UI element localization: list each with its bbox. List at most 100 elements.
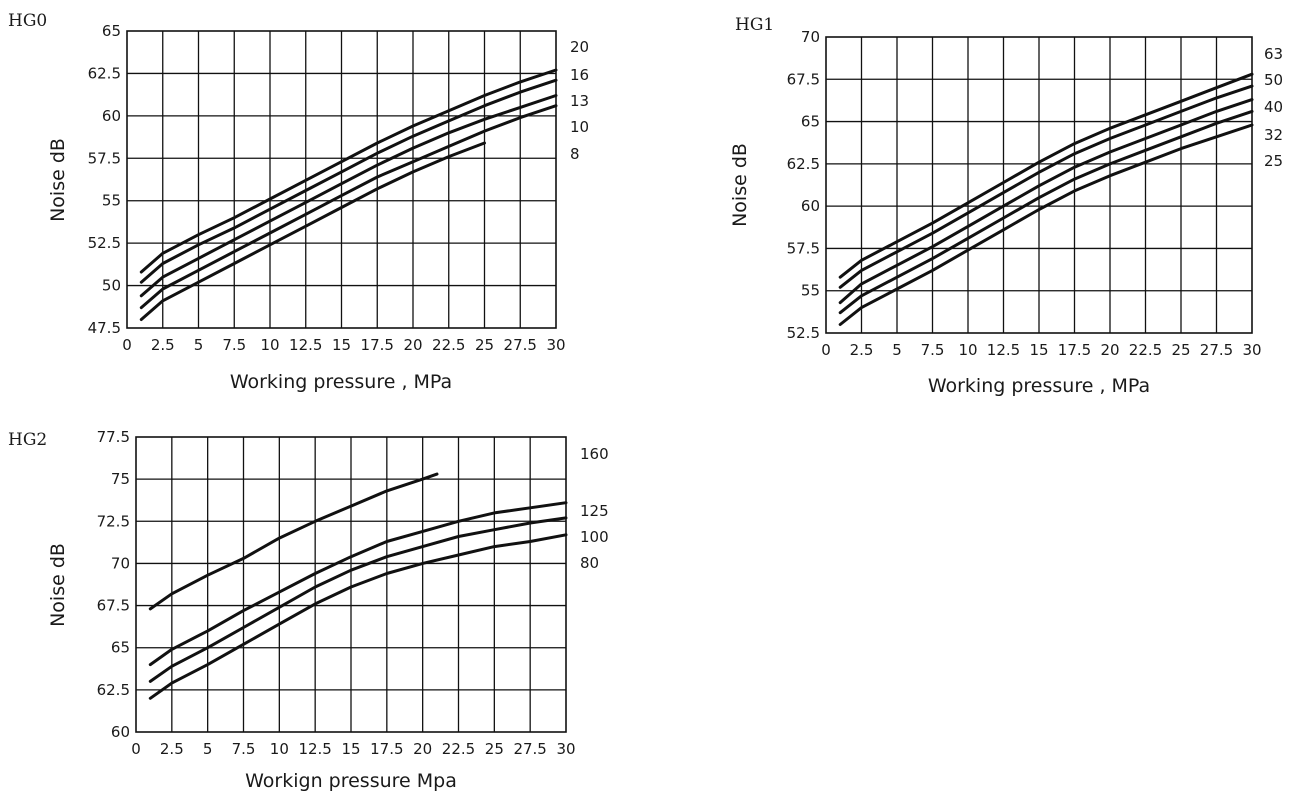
y-tick-label: 70	[801, 28, 820, 46]
y-tick-label: 60	[102, 107, 121, 125]
plot-frame	[135, 436, 567, 733]
series-label-80: 80	[580, 554, 599, 572]
x-tick-label: 30	[546, 336, 565, 354]
x-tick-label: 12.5	[298, 740, 331, 758]
y-tick-label: 52.5	[787, 324, 820, 342]
x-tick-label: 20	[403, 336, 422, 354]
y-tick-label: 65	[111, 639, 130, 657]
x-axis-title: Working pressure , MPa	[928, 375, 1150, 397]
y-tick-label: 70	[111, 554, 130, 572]
x-axis-title: Working pressure , MPa	[230, 371, 452, 393]
chart-panel-hg1: 0 2.5 5 7.5 10 12.5 15 17.5 20 22.5 25 27.5 3052.555…	[729, 15, 1283, 397]
panel-label: HG1	[735, 15, 774, 35]
x-tick-label: 15	[341, 740, 360, 758]
series-line-40	[838, 98, 1254, 305]
x-tick-label: 17.5	[361, 336, 394, 354]
series-label-100: 100	[580, 528, 609, 546]
x-tick-label: 2.5	[151, 336, 175, 354]
x-tick-label: 25	[485, 740, 504, 758]
y-tick-label: 52.5	[88, 234, 121, 252]
series-line-100	[148, 516, 568, 683]
x-tick-label: 2.5	[850, 341, 874, 359]
x-tick-label: 25	[475, 336, 494, 354]
y-axis-title: Noise dB	[729, 143, 751, 227]
x-tick-label: 17.5	[1058, 341, 1091, 359]
x-tick-label: 12.5	[987, 341, 1020, 359]
x-tick-label: 17.5	[370, 740, 403, 758]
x-tick-label: 30	[556, 740, 575, 758]
x-tick-label: 7.5	[921, 341, 945, 359]
x-tick-label: 2.5	[160, 740, 184, 758]
y-tick-label: 72.5	[97, 512, 130, 530]
x-tick-label: 5	[203, 740, 213, 758]
x-tick-label: 22.5	[432, 336, 465, 354]
series-label-20: 20	[570, 38, 589, 56]
y-tick-label: 60	[801, 197, 820, 215]
y-tick-label: 62.5	[88, 64, 121, 82]
x-tick-label: 0	[131, 740, 141, 758]
series-label-50: 50	[1264, 71, 1283, 89]
series-label-10: 10	[570, 118, 589, 136]
x-tick-label: 10	[270, 740, 289, 758]
x-tick-label: 27.5	[513, 740, 546, 758]
y-tick-label: 47.5	[88, 319, 121, 337]
series-label-40: 40	[1264, 98, 1283, 116]
series-label-13: 13	[570, 92, 589, 110]
y-axis-title: Noise dB	[47, 543, 69, 627]
y-tick-label: 50	[102, 277, 121, 295]
y-tick-label: 55	[102, 192, 121, 210]
series-line-80	[148, 533, 568, 700]
series-label-160: 160	[580, 445, 609, 463]
y-tick-label: 62.5	[97, 681, 130, 699]
x-tick-label: 20	[413, 740, 432, 758]
x-axis-title: Workign pressure Mpa	[245, 770, 457, 792]
x-tick-label: 22.5	[1129, 341, 1162, 359]
series-line-63	[838, 72, 1254, 279]
x-tick-label: 15	[1029, 341, 1048, 359]
x-tick-label: 25	[1171, 341, 1190, 359]
series-line-25	[838, 123, 1254, 326]
plot-frame	[126, 30, 557, 329]
panel-label: HG2	[8, 430, 47, 450]
y-tick-label: 65	[801, 113, 820, 131]
x-tick-label: 27.5	[504, 336, 537, 354]
x-tick-label: 15	[332, 336, 351, 354]
series-line-10	[139, 104, 558, 310]
series-label-16: 16	[570, 66, 589, 84]
y-tick-label: 55	[801, 282, 820, 300]
series-line-125	[148, 501, 568, 667]
x-tick-label: 10	[260, 336, 279, 354]
x-tick-label: 5	[194, 336, 204, 354]
y-tick-label: 62.5	[787, 155, 820, 173]
series-line-8	[139, 141, 486, 321]
series-line-32	[838, 109, 1254, 315]
y-tick-label: 67.5	[97, 597, 130, 615]
x-tick-label: 20	[1100, 341, 1119, 359]
series-label-8: 8	[570, 145, 580, 163]
x-tick-label: 22.5	[442, 740, 475, 758]
x-tick-label: 5	[892, 341, 902, 359]
x-tick-label: 0	[122, 336, 132, 354]
plot-frame	[825, 36, 1253, 334]
x-tick-label: 7.5	[222, 336, 246, 354]
y-tick-label: 77.5	[97, 428, 130, 446]
x-tick-label: 7.5	[232, 740, 256, 758]
y-tick-label: 57.5	[88, 149, 121, 167]
y-tick-label: 60	[111, 723, 130, 741]
series-label-32: 32	[1264, 126, 1283, 144]
x-tick-label: 0	[821, 341, 831, 359]
y-tick-label: 65	[102, 22, 121, 40]
x-tick-label: 10	[958, 341, 977, 359]
chart-panel-hg2: 0 2.5 5 7.5 10 12.5 15 17.5 20 22.5 25 27.5 30 60 62.5…	[8, 428, 609, 792]
series-line-16	[139, 78, 558, 284]
x-tick-label: 12.5	[289, 336, 322, 354]
series-line-20	[139, 68, 558, 274]
y-tick-label: 67.5	[787, 70, 820, 88]
y-tick-label: 75	[111, 470, 130, 488]
y-axis-title: Noise dB	[47, 138, 69, 222]
y-tick-label: 57.5	[787, 239, 820, 257]
series-line-13	[139, 94, 558, 298]
x-tick-label: 27.5	[1200, 341, 1233, 359]
series-label-25: 25	[1264, 152, 1283, 170]
series-line-50	[838, 84, 1254, 289]
